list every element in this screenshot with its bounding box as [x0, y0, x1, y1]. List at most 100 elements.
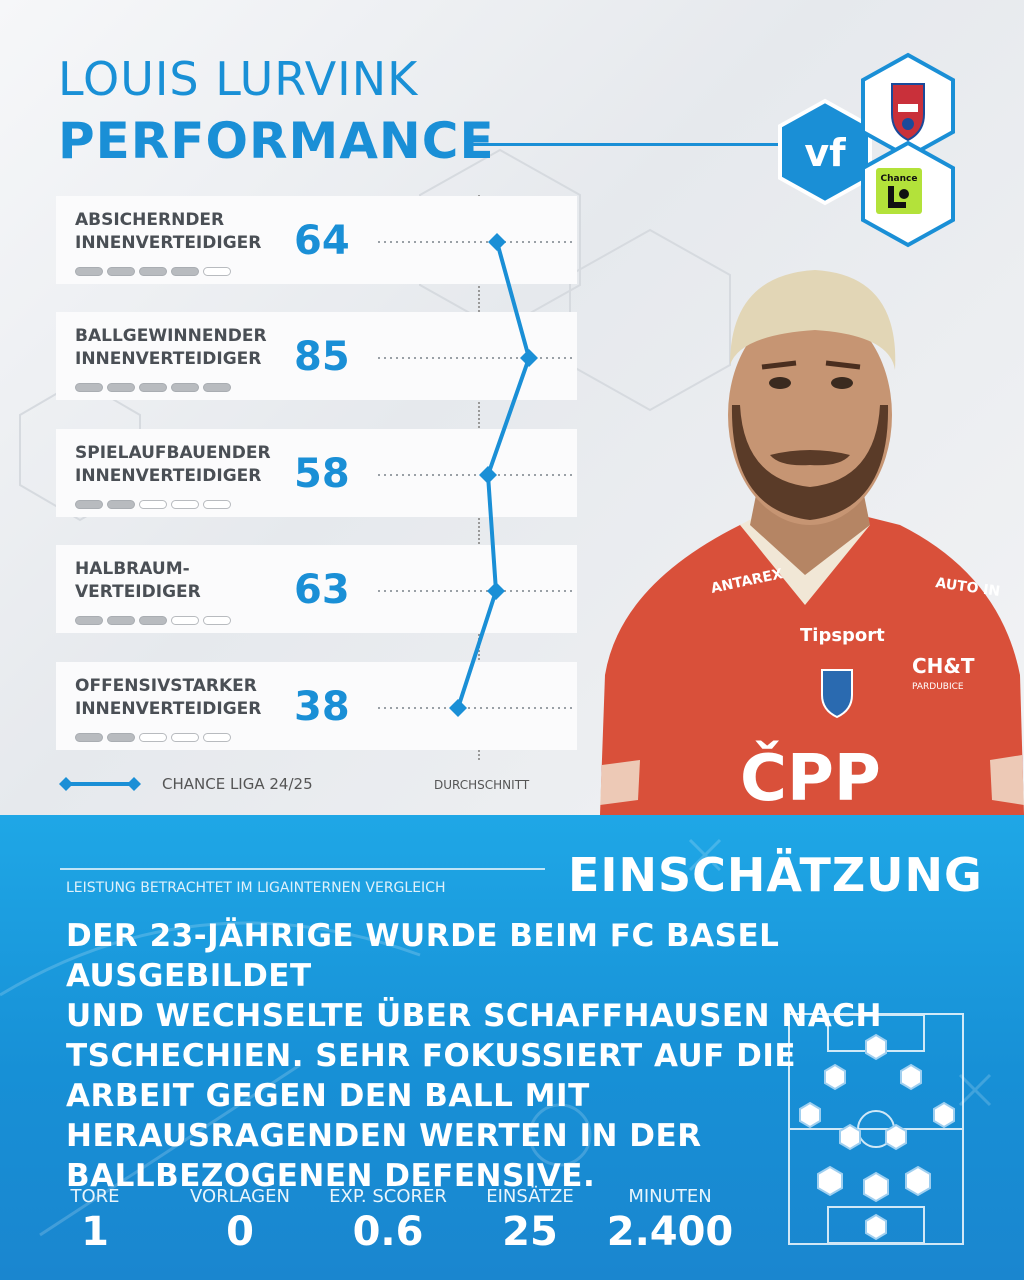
assessment-line: BALLBEZOGENEN DEFENSIVE.	[66, 1158, 596, 1194]
rating-pill-empty	[171, 616, 199, 625]
rating-pill-empty	[139, 733, 167, 742]
rating-pill-filled	[75, 383, 103, 392]
rating-pill-filled	[171, 267, 199, 276]
position-icon	[865, 1213, 887, 1241]
role-score: 38	[294, 684, 350, 730]
brand-logo-text: vf	[804, 131, 846, 175]
position-icon	[799, 1101, 821, 1129]
rating-pill-filled	[203, 383, 231, 392]
role-label: SPIELAUFBAUENDER INNENVERTEIDIGER	[75, 443, 271, 486]
tactics-chalk-pattern	[0, 838, 992, 1237]
club-badge-icon	[821, 669, 853, 719]
stat-value: 2.400	[606, 1209, 734, 1255]
assessment-line: ARBEIT GEGEN DEN BALL MIT	[66, 1078, 590, 1114]
assessment-title: EINSCHÄTZUNG	[568, 848, 983, 902]
role-row: ABSICHERNDER INNENVERTEIDIGER 64	[56, 196, 577, 284]
stat-label: EXP. SCORER	[329, 1186, 447, 1207]
chance-liga-icon	[876, 168, 922, 214]
sponsor-main: Tipsport	[800, 625, 885, 646]
stat-exp-scorer: EXP. SCORER 0.6	[318, 1186, 458, 1255]
rating-pill-filled	[139, 267, 167, 276]
role-label: HALBRAUM- VERTEIDIGER	[75, 559, 201, 602]
page-title: PERFORMANCE	[58, 112, 495, 170]
position-icon	[933, 1101, 955, 1129]
chest-sponsor: ČPP	[740, 740, 881, 815]
club-crest-hex	[861, 52, 955, 160]
formation-diagram	[790, 1015, 962, 1243]
position-icon	[900, 1063, 922, 1091]
assessment-line: TSCHECHIEN. SEHR FOKUSSIERT AUF DIE	[66, 1038, 797, 1074]
stat-label: VORLAGEN	[190, 1186, 290, 1207]
stat-value: 0.6	[352, 1209, 424, 1255]
svg-text:Chance: Chance	[881, 174, 918, 184]
role-score: 64	[294, 218, 350, 264]
legend-line-icon	[59, 777, 141, 791]
rating-pill-empty	[203, 500, 231, 509]
rating-pill-filled	[107, 616, 135, 625]
rating-pill-filled	[75, 500, 103, 509]
assessment-subline: LEISTUNG BETRACHTET IM LIGAINTERNEN VERG…	[66, 880, 446, 896]
rating-pill-filled	[171, 383, 199, 392]
rating-pill-filled	[107, 500, 135, 509]
position-icon	[839, 1123, 861, 1151]
brand-logo-hex: vf	[778, 98, 872, 206]
rating-pill-empty	[203, 616, 231, 625]
title-rule	[470, 143, 790, 146]
formation-pitch	[788, 1013, 964, 1245]
section-rule	[60, 868, 545, 870]
assessment-line: HERAUSRAGENDEN WERTEN IN DER	[66, 1118, 702, 1154]
stat-value: 0	[226, 1209, 254, 1255]
rating-pill-filled	[139, 616, 167, 625]
role-score: 85	[294, 334, 350, 380]
rating-pill-filled	[107, 733, 135, 742]
position-icon	[824, 1063, 846, 1091]
rating-pills	[75, 733, 231, 742]
performance-panel: LOUIS LURVINK PERFORMANCE vf Chance ABSI…	[0, 0, 1024, 815]
stat-vorlagen: VORLAGEN 0	[180, 1186, 300, 1255]
rating-pill-filled	[75, 267, 103, 276]
stat-value: 25	[502, 1209, 558, 1255]
rating-pill-filled	[139, 383, 167, 392]
role-row: BALLGEWINNENDER INNENVERTEIDIGER 85	[56, 312, 577, 400]
rating-pills	[75, 500, 231, 509]
position-icon	[905, 1165, 931, 1197]
partner-logo: CH&T	[912, 654, 975, 678]
stat-value: 1	[81, 1209, 109, 1255]
role-label: OFFENSIVSTARKER INNENVERTEIDIGER	[75, 676, 262, 719]
rating-pill-empty	[171, 500, 199, 509]
stat-tore: TORE 1	[50, 1186, 140, 1255]
legend-series-label: CHANCE LIGA 24/25	[162, 775, 313, 793]
league-logo-hex: Chance	[861, 140, 955, 248]
stat-label: MINUTEN	[628, 1186, 712, 1207]
role-score: 58	[294, 451, 350, 497]
rating-pill-filled	[107, 383, 135, 392]
stat-label: EINSÄTZE	[486, 1186, 574, 1207]
legend-average-label: DURCHSCHNITT	[434, 778, 530, 792]
rating-pill-filled	[75, 616, 103, 625]
stat-label: TORE	[70, 1186, 120, 1207]
position-icon	[885, 1123, 907, 1151]
role-row: SPIELAUFBAUENDER INNENVERTEIDIGER 58	[56, 429, 577, 517]
player-name: LOUIS LURVINK	[58, 52, 419, 106]
rating-pills	[75, 383, 231, 392]
role-row: HALBRAUM- VERTEIDIGER 63	[56, 545, 577, 633]
position-icon	[863, 1171, 889, 1203]
player-positions	[799, 1033, 955, 1241]
rating-pills	[75, 267, 231, 276]
role-label: ABSICHERNDER INNENVERTEIDIGER	[75, 210, 262, 253]
role-score: 63	[294, 567, 350, 613]
rating-pill-empty	[171, 733, 199, 742]
rating-pill-empty	[139, 500, 167, 509]
assessment-text: DER 23-JÄHRIGE WURDE BEIM FC BASEL AUSGE…	[66, 916, 946, 1196]
rating-pill-filled	[75, 733, 103, 742]
player-portrait: ANTAREX AUTO IN Tipsport CH&T PARDUBICE …	[600, 270, 1024, 815]
position-icon	[865, 1033, 887, 1061]
rating-pill-empty	[203, 733, 231, 742]
role-label: BALLGEWINNENDER INNENVERTEIDIGER	[75, 326, 267, 369]
partner-sub: PARDUBICE	[912, 682, 964, 692]
rating-pills	[75, 616, 231, 625]
rating-pill-filled	[107, 267, 135, 276]
role-row: OFFENSIVSTARKER INNENVERTEIDIGER 38	[56, 662, 577, 750]
assessment-line: UND WECHSELTE ÜBER SCHAFFHAUSEN NACH	[66, 998, 882, 1034]
stat-einsaetze: EINSÄTZE 25	[470, 1186, 590, 1255]
